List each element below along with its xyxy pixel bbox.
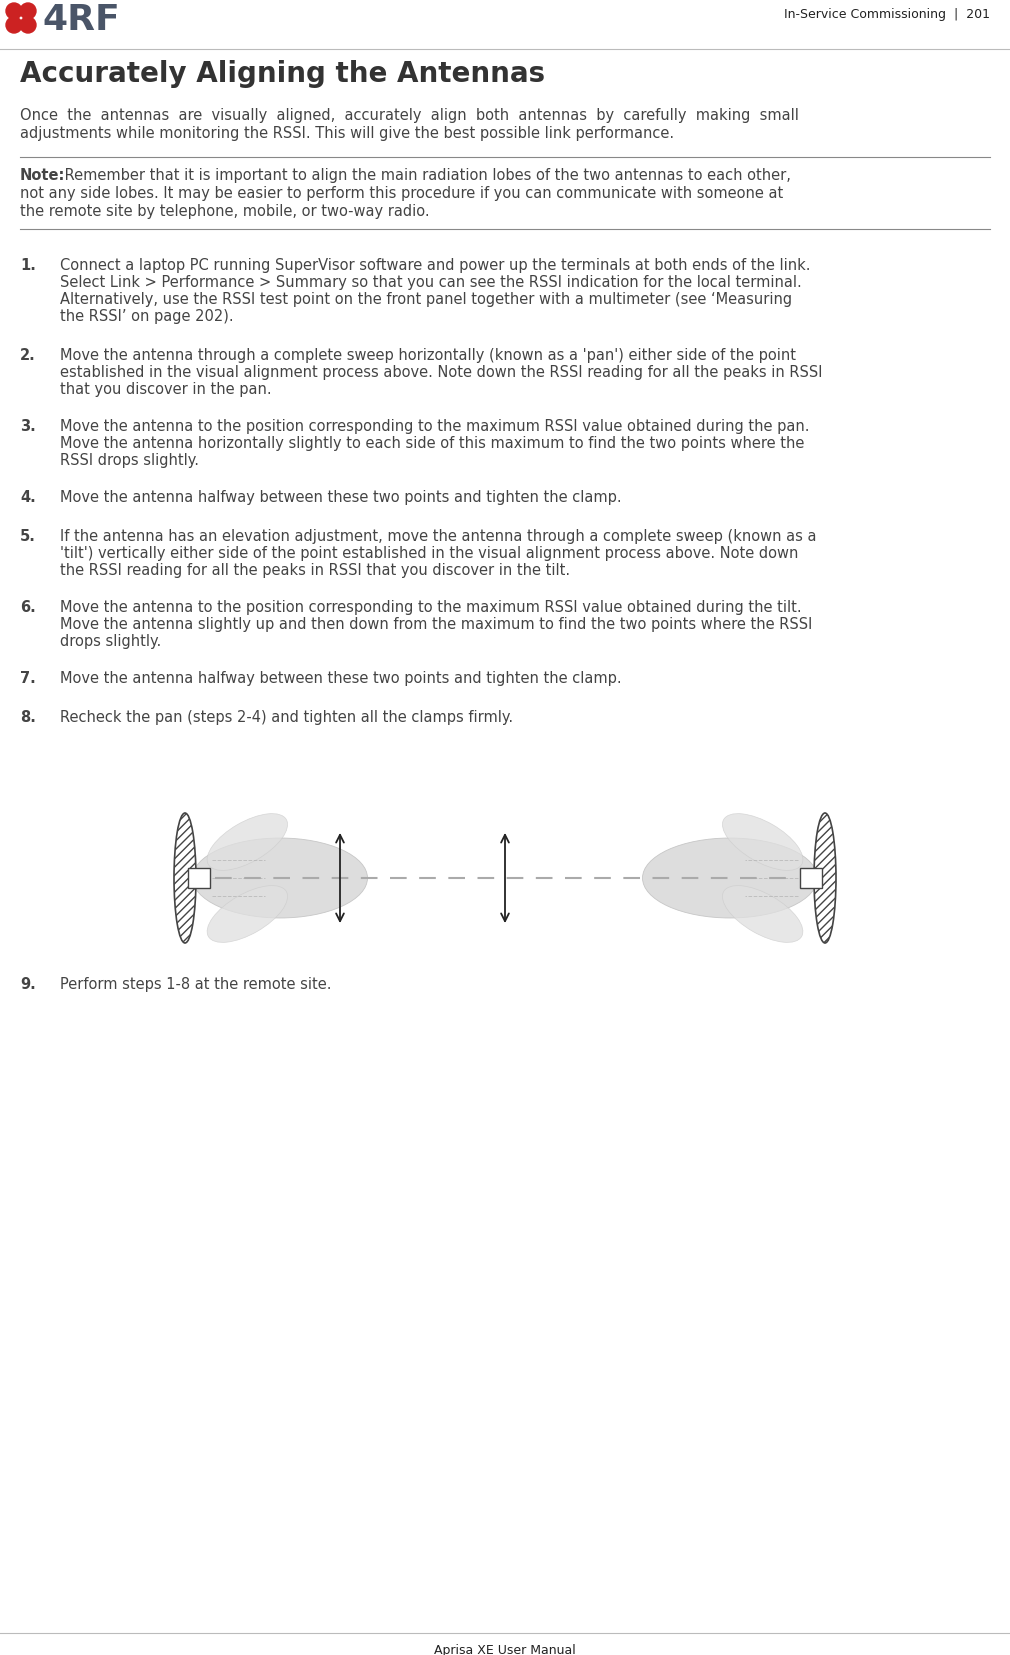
Text: Accurately Aligning the Antennas: Accurately Aligning the Antennas [20, 60, 545, 88]
Text: Perform steps 1-8 at the remote site.: Perform steps 1-8 at the remote site. [60, 976, 331, 991]
Text: 8.: 8. [20, 710, 36, 725]
Text: 4.: 4. [20, 490, 35, 505]
Text: the RSSI’ on page 202).: the RSSI’ on page 202). [60, 309, 233, 324]
Text: 5.: 5. [20, 528, 36, 544]
Text: Move the antenna horizontally slightly to each side of this maximum to find the : Move the antenna horizontally slightly t… [60, 435, 804, 450]
Ellipse shape [722, 814, 803, 871]
Text: the remote site by telephone, mobile, or two-way radio.: the remote site by telephone, mobile, or… [20, 204, 429, 218]
Text: Move the antenna slightly up and then down from the maximum to find the two poin: Move the antenna slightly up and then do… [60, 617, 812, 632]
Text: Move the antenna halfway between these two points and tighten the clamp.: Move the antenna halfway between these t… [60, 490, 621, 505]
Circle shape [6, 18, 22, 35]
Text: established in the visual alignment process above. Note down the RSSI reading fo: established in the visual alignment proc… [60, 364, 822, 379]
Ellipse shape [207, 814, 288, 871]
Text: 7.: 7. [20, 670, 35, 685]
Ellipse shape [722, 885, 803, 943]
Text: 4RF: 4RF [42, 3, 120, 36]
Text: Connect a laptop PC running SuperVisor software and power up the terminals at bo: Connect a laptop PC running SuperVisor s… [60, 258, 810, 273]
Ellipse shape [174, 814, 196, 943]
Text: 'tilt') vertically either side of the point established in the visual alignment : 'tilt') vertically either side of the po… [60, 546, 798, 561]
Circle shape [20, 18, 36, 35]
Circle shape [20, 3, 36, 20]
Text: 9.: 9. [20, 976, 35, 991]
Text: Move the antenna to the position corresponding to the maximum RSSI value obtaine: Move the antenna to the position corresp… [60, 419, 809, 434]
Text: Select Link > Performance > Summary so that you can see the RSSI indication for : Select Link > Performance > Summary so t… [60, 275, 802, 290]
Text: that you discover in the pan.: that you discover in the pan. [60, 382, 272, 397]
Text: drops slightly.: drops slightly. [60, 634, 162, 649]
Text: 1.: 1. [20, 258, 36, 273]
Text: Remember that it is important to align the main radiation lobes of the two anten: Remember that it is important to align t… [60, 167, 791, 184]
Text: Recheck the pan (steps 2-4) and tighten all the clamps firmly.: Recheck the pan (steps 2-4) and tighten … [60, 710, 513, 725]
Text: In-Service Commissioning  |  201: In-Service Commissioning | 201 [784, 8, 990, 22]
Ellipse shape [207, 885, 288, 943]
Text: Alternatively, use the RSSI test point on the front panel together with a multim: Alternatively, use the RSSI test point o… [60, 291, 792, 306]
Text: Move the antenna through a complete sweep horizontally (known as a 'pan') either: Move the antenna through a complete swee… [60, 348, 796, 362]
Text: 2.: 2. [20, 348, 35, 362]
Text: the RSSI reading for all the peaks in RSSI that you discover in the tilt.: the RSSI reading for all the peaks in RS… [60, 563, 570, 578]
Text: Move the antenna to the position corresponding to the maximum RSSI value obtaine: Move the antenna to the position corresp… [60, 599, 802, 614]
Text: adjustments while monitoring the RSSI. This will give the best possible link per: adjustments while monitoring the RSSI. T… [20, 126, 674, 141]
Ellipse shape [193, 839, 368, 919]
Text: Aprisa XE User Manual: Aprisa XE User Manual [434, 1643, 576, 1655]
Text: 6.: 6. [20, 599, 35, 614]
Text: Note:: Note: [20, 167, 66, 184]
Text: If the antenna has an elevation adjustment, move the antenna through a complete : If the antenna has an elevation adjustme… [60, 528, 816, 544]
Ellipse shape [814, 814, 836, 943]
Text: 3.: 3. [20, 419, 35, 434]
FancyBboxPatch shape [188, 869, 210, 889]
Text: not any side lobes. It may be easier to perform this procedure if you can commun: not any side lobes. It may be easier to … [20, 185, 783, 200]
Circle shape [6, 3, 22, 20]
Text: RSSI drops slightly.: RSSI drops slightly. [60, 453, 199, 468]
Ellipse shape [642, 839, 817, 919]
FancyBboxPatch shape [800, 869, 822, 889]
Text: Move the antenna halfway between these two points and tighten the clamp.: Move the antenna halfway between these t… [60, 670, 621, 685]
Text: Once  the  antennas  are  visually  aligned,  accurately  align  both  antennas : Once the antennas are visually aligned, … [20, 108, 799, 122]
